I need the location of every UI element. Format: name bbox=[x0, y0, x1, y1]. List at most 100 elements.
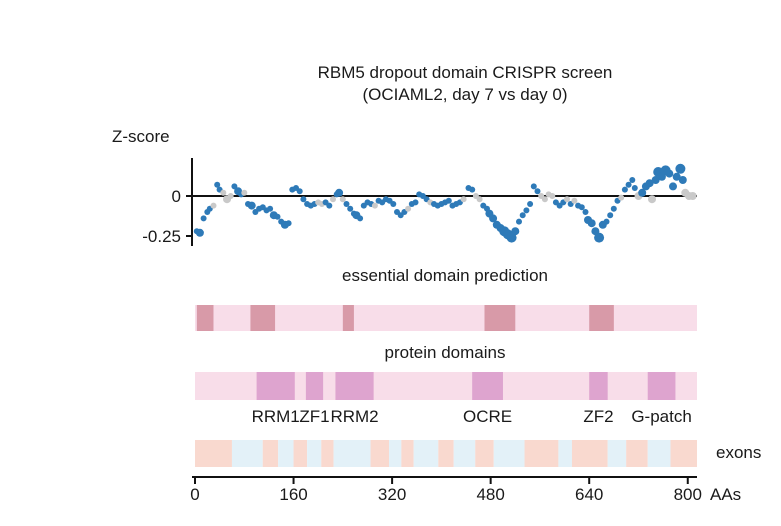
data-point-90 bbox=[519, 212, 526, 219]
x-tick-label-4: 640 bbox=[575, 485, 603, 504]
data-point-94 bbox=[534, 188, 541, 195]
data-point-121 bbox=[631, 185, 638, 191]
chart-title: RBM5 dropout domain CRISPR screen (OCIAM… bbox=[200, 62, 730, 106]
exon-22 bbox=[670, 440, 697, 467]
data-point-14 bbox=[241, 189, 248, 196]
data-point-96 bbox=[541, 196, 548, 203]
data-point-87 bbox=[506, 232, 517, 243]
data-point-59 bbox=[405, 205, 412, 212]
data-point-10 bbox=[227, 193, 234, 199]
data-point-23 bbox=[274, 213, 281, 220]
data-point-120 bbox=[629, 177, 636, 183]
data-point-125 bbox=[645, 179, 654, 188]
domain-region-rrm2 bbox=[335, 372, 374, 400]
data-point-102 bbox=[564, 196, 570, 203]
data-point-133 bbox=[672, 172, 681, 181]
data-point-55 bbox=[390, 201, 397, 207]
data-point-41 bbox=[339, 196, 346, 203]
exon-4 bbox=[293, 440, 308, 467]
essential-region-4 bbox=[589, 305, 614, 331]
domain-region-ocre bbox=[472, 372, 503, 400]
x-tick-label-0: 0 bbox=[190, 485, 199, 504]
exon-7 bbox=[333, 440, 371, 467]
data-point-135 bbox=[678, 176, 687, 184]
exon-6 bbox=[321, 440, 334, 467]
exon-3 bbox=[278, 440, 294, 467]
data-point-107 bbox=[582, 209, 589, 215]
data-point-104 bbox=[571, 197, 578, 204]
data-point-131 bbox=[665, 169, 674, 178]
data-point-38 bbox=[330, 196, 336, 203]
data-point-138 bbox=[688, 192, 697, 200]
data-point-114 bbox=[607, 212, 614, 219]
y-axis-label: Z-score bbox=[112, 127, 170, 146]
data-point-21 bbox=[267, 205, 274, 212]
exon-5 bbox=[307, 440, 322, 467]
chart-title-line2: (OCIAML2, day 7 vs day 0) bbox=[362, 85, 568, 104]
data-point-40 bbox=[335, 188, 344, 197]
exon-19 bbox=[607, 440, 627, 467]
data-point-127 bbox=[651, 176, 660, 184]
domain-label-ocre: OCRE bbox=[463, 407, 512, 426]
data-point-88 bbox=[511, 227, 520, 236]
data-point-106 bbox=[578, 204, 585, 211]
chart-title-line1: RBM5 dropout domain CRISPR screen bbox=[317, 63, 613, 82]
data-point-26 bbox=[285, 220, 292, 227]
data-point-115 bbox=[610, 205, 617, 212]
exon-17 bbox=[558, 440, 572, 467]
data-point-76 bbox=[469, 186, 476, 193]
domain-region-g-patch bbox=[647, 372, 676, 400]
data-point-82 bbox=[489, 214, 498, 223]
data-point-113 bbox=[603, 218, 610, 225]
data-point-93 bbox=[530, 183, 537, 190]
data-point-8 bbox=[220, 189, 227, 196]
domain-region-rrm1 bbox=[256, 372, 295, 400]
data-point-46 bbox=[357, 215, 364, 222]
exon-0 bbox=[195, 440, 232, 467]
essential-region-0 bbox=[196, 305, 214, 331]
data-point-126 bbox=[648, 195, 656, 204]
data-point-78 bbox=[476, 196, 483, 203]
exon-14 bbox=[475, 440, 494, 467]
data-point-109 bbox=[587, 219, 596, 228]
data-point-2 bbox=[200, 215, 207, 222]
protein-domain-track: RRM1 ZF1 RRM2 OCRE ZF2 G-patch bbox=[195, 372, 697, 426]
data-point-123 bbox=[638, 188, 647, 197]
domain-region-zf2 bbox=[589, 372, 608, 400]
data-point-43 bbox=[347, 205, 354, 212]
data-point-118 bbox=[621, 186, 628, 193]
data-point-70 bbox=[445, 197, 452, 204]
essential-domain-title: essential domain prediction bbox=[341, 266, 548, 285]
domain-label-g-patch: G-patch bbox=[631, 407, 691, 426]
data-point-98 bbox=[549, 193, 556, 199]
data-point-50 bbox=[371, 202, 378, 209]
x-tick-label-5: 800 bbox=[674, 485, 702, 504]
exon-21 bbox=[647, 440, 671, 467]
exon-track bbox=[195, 440, 697, 467]
essential-region-1 bbox=[250, 305, 276, 331]
essential-region-2 bbox=[342, 305, 354, 331]
scatter-panel: 0 -0.25 bbox=[142, 158, 697, 246]
data-point-91 bbox=[523, 207, 530, 214]
data-point-74 bbox=[460, 196, 467, 203]
domain-region-zf1 bbox=[305, 372, 324, 400]
exon-20 bbox=[626, 440, 648, 467]
data-point-1 bbox=[195, 228, 204, 237]
data-point-30 bbox=[300, 196, 307, 203]
data-point-29 bbox=[296, 188, 303, 195]
exons-label: exons bbox=[716, 443, 762, 462]
x-tick-label-2: 320 bbox=[378, 485, 406, 504]
exon-11 bbox=[413, 440, 439, 467]
exon-15 bbox=[493, 440, 525, 467]
data-point-92 bbox=[527, 201, 534, 207]
x-tick-label-1: 160 bbox=[279, 485, 307, 504]
data-point-42 bbox=[343, 201, 350, 207]
x-axis-label: AAs bbox=[710, 485, 742, 504]
x-tick-label-3: 480 bbox=[476, 485, 504, 504]
data-point-16 bbox=[247, 201, 256, 210]
essential-domain-track bbox=[195, 305, 697, 331]
data-point-132 bbox=[669, 182, 677, 191]
essential-region-3 bbox=[484, 305, 516, 331]
domain-label-rrm1: RRM1 bbox=[252, 407, 300, 426]
y-tick-label-0: 0 bbox=[172, 187, 181, 206]
